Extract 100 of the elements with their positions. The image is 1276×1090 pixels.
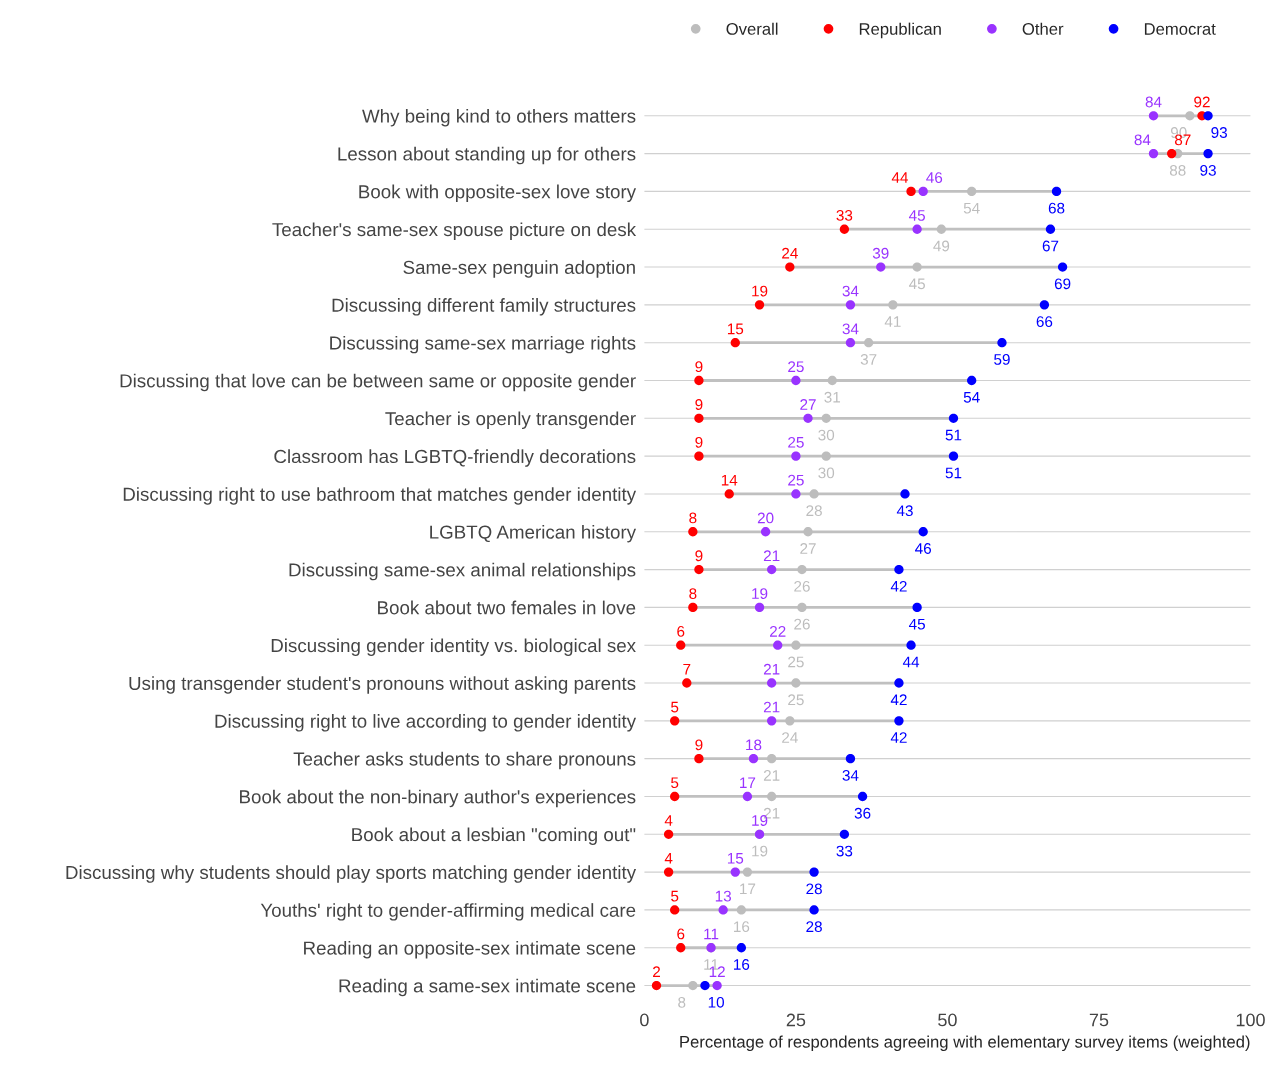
y-tick-label: Discussing gender identity vs. biological sex <box>271 638 636 656</box>
data-label: 33 <box>836 210 853 221</box>
data-label: 5 <box>671 890 679 902</box>
data-label: 7 <box>683 663 691 675</box>
point <box>791 451 801 461</box>
point <box>1185 111 1195 121</box>
point <box>767 791 777 802</box>
point <box>912 224 922 234</box>
legend-label: Other <box>1022 22 1064 35</box>
point <box>736 943 747 953</box>
point <box>936 224 947 234</box>
data-label: 19 <box>752 845 768 857</box>
data-label: 10 <box>708 996 724 1008</box>
point <box>791 640 801 650</box>
data-label: 45 <box>908 618 925 630</box>
data-label: 18 <box>746 739 762 751</box>
data-label: 16 <box>734 921 750 933</box>
data-label: 28 <box>806 505 822 517</box>
data-label: 44 <box>891 172 908 183</box>
data-label: 46 <box>926 172 943 184</box>
data-label: 8 <box>689 588 697 599</box>
data-label: 68 <box>1048 202 1065 214</box>
data-label: 34 <box>842 770 859 781</box>
point <box>876 262 886 272</box>
point <box>712 980 722 991</box>
data-label: 19 <box>752 285 768 297</box>
data-label: 33 <box>836 845 853 857</box>
point <box>688 602 698 613</box>
point <box>663 829 674 839</box>
point <box>676 640 686 650</box>
point <box>839 829 850 839</box>
data-label: 9 <box>695 739 703 751</box>
point <box>651 980 662 991</box>
data-label: 88 <box>1169 164 1186 176</box>
point <box>797 564 807 575</box>
y-tick-label: Reading a same-sex intimate scene <box>339 978 636 997</box>
point <box>803 413 813 423</box>
point <box>918 527 928 537</box>
data-label: 27 <box>800 399 816 410</box>
data-label: 25 <box>788 656 804 668</box>
point <box>863 338 874 348</box>
data-label: 30 <box>818 429 835 441</box>
point <box>894 678 904 688</box>
data-label: 51 <box>945 467 962 479</box>
point <box>803 527 813 537</box>
point <box>967 375 977 386</box>
y-tick-label: Book about a lesbian "coming out" <box>352 827 636 845</box>
y-tick-label: Discussing same-sex marriage rights <box>330 335 636 354</box>
data-label: 5 <box>671 777 679 789</box>
point <box>967 186 977 197</box>
x-axis-title: Percentage of respondents agreeing with elementary survey items (weighted) <box>680 1035 1250 1052</box>
data-label: 25 <box>788 694 804 706</box>
point <box>767 754 777 764</box>
data-label: 20 <box>757 512 774 524</box>
data-label: 46 <box>915 543 932 554</box>
data-label: 49 <box>933 240 950 252</box>
point <box>670 905 680 915</box>
point <box>894 716 904 726</box>
data-label: 93 <box>1211 127 1227 138</box>
y-tick-label: Book with opposite-sex love story <box>359 184 637 203</box>
data-label: 13 <box>715 890 731 902</box>
data-label: 30 <box>818 467 835 479</box>
point <box>785 262 795 272</box>
point <box>821 451 831 461</box>
point <box>754 602 765 613</box>
point <box>845 338 856 348</box>
data-label: 84 <box>1134 134 1151 146</box>
point <box>670 791 680 802</box>
y-tick-label: Youths' right to gender-affirming medical care <box>260 903 636 921</box>
data-label: 14 <box>721 474 738 486</box>
point <box>748 754 759 764</box>
x-tick-label: 25 <box>786 1013 806 1027</box>
point <box>785 716 795 726</box>
x-tick-label: 100 <box>1236 1013 1265 1027</box>
point <box>730 338 740 348</box>
point <box>821 413 831 423</box>
point <box>724 489 734 499</box>
point <box>718 905 728 915</box>
data-label: 39 <box>872 247 889 259</box>
point <box>1148 148 1159 159</box>
point <box>694 754 704 764</box>
data-label: 26 <box>794 618 810 630</box>
point <box>694 375 704 386</box>
y-tick-label: Discussing why students should play sports matching gender identity <box>66 865 637 883</box>
point <box>736 905 747 915</box>
point <box>857 791 868 802</box>
data-label: 43 <box>896 505 913 517</box>
legend-label: Democrat <box>1144 23 1216 35</box>
data-label: 24 <box>782 732 798 743</box>
data-label: 41 <box>884 316 901 327</box>
y-tick-label: Discussing same-sex animal relationships <box>289 562 636 581</box>
data-label: 42 <box>890 694 907 706</box>
data-label: 25 <box>788 436 804 448</box>
data-label: 21 <box>763 663 780 675</box>
data-label: 54 <box>963 391 980 403</box>
y-tick-label: Teacher asks students to share pronouns <box>293 751 636 770</box>
data-label: 8 <box>689 512 697 524</box>
data-label: 25 <box>788 361 804 373</box>
data-label: 9 <box>695 550 703 562</box>
point <box>791 678 801 688</box>
